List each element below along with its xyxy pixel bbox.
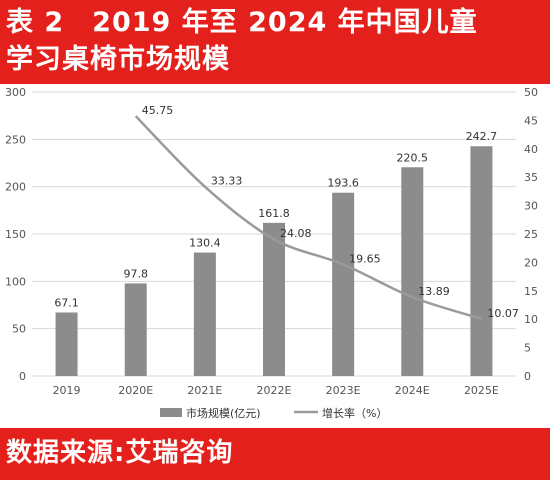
right-axis-ticks: 0 5 10 15 20 25 30 35 40 45 50 <box>524 86 538 383</box>
growth-rate-line <box>134 115 482 320</box>
growth-value-label: 45.75 <box>142 104 174 117</box>
x-tick-label: 2023E <box>326 384 361 397</box>
right-tick-label: 0 <box>524 370 531 383</box>
right-tick-label: 5 <box>524 342 531 355</box>
growth-value-label: 10.07 <box>487 307 519 320</box>
right-tick-label: 15 <box>524 285 538 298</box>
growth-value-label: 19.65 <box>349 252 381 265</box>
right-tick-label: 20 <box>524 256 538 269</box>
right-tick-label: 35 <box>524 171 538 184</box>
title-banner: 表 2 2019 年至 2024 年中国儿童 学习桌椅市场规模 <box>0 0 550 84</box>
growth-value-label: 33.33 <box>211 175 243 188</box>
left-tick-label: 300 <box>5 86 26 99</box>
legend-bar-swatch <box>160 408 182 417</box>
right-tick-label: 30 <box>524 200 538 213</box>
chart-area: 0 50 100 150 200 250 300 0 5 10 15 20 25 30 35 40 45 50 … <box>0 84 550 428</box>
bar-value-label: 193.6 <box>327 177 359 190</box>
growth-value-label: 13.89 <box>418 285 450 298</box>
growth-value-label: 24.08 <box>280 227 312 240</box>
x-axis-labels: 2019 2020E 2021E 2022E 2023E 2024E 2025E <box>53 384 499 397</box>
legend: 市场规模(亿元) 增长率（%） <box>160 406 387 420</box>
left-tick-label: 200 <box>5 181 26 194</box>
bar <box>332 192 355 376</box>
growth-value-labels: 45.75 33.33 24.08 19.65 13.89 10.07 <box>142 104 519 320</box>
bar <box>193 252 216 376</box>
source-banner: 数据来源:艾瑞咨询 <box>0 428 550 480</box>
x-tick-label: 2019 <box>53 384 81 397</box>
left-tick-label: 150 <box>5 228 26 241</box>
bar <box>55 312 78 376</box>
bars <box>55 146 493 376</box>
bar-value-label: 242.7 <box>466 130 498 143</box>
legend-line-label: 增长率（%） <box>322 406 387 420</box>
bar <box>470 146 493 376</box>
bar-value-labels: 67.1 97.8 130.4 161.8 193.6 220.5 242.7 <box>54 130 497 309</box>
title-line-2: 学习桌椅市场规模 <box>6 44 230 75</box>
right-tick-label: 50 <box>524 86 538 99</box>
right-tick-label: 10 <box>524 313 538 326</box>
left-axis-ticks: 0 50 100 150 200 250 300 <box>5 86 26 383</box>
right-tick-label: 45 <box>524 114 538 127</box>
bar-value-label: 67.1 <box>54 296 79 309</box>
growth-line <box>134 115 482 320</box>
bar <box>263 222 285 376</box>
x-tick-label: 2024E <box>395 384 430 397</box>
left-tick-label: 50 <box>12 323 26 336</box>
source-text: 数据来源:艾瑞咨询 <box>6 438 234 468</box>
right-tick-label: 40 <box>524 143 538 156</box>
x-tick-label: 2020E <box>118 384 153 397</box>
right-tick-label: 25 <box>524 228 538 241</box>
x-tick-label: 2021E <box>187 384 222 397</box>
left-tick-label: 250 <box>5 133 26 146</box>
bar <box>401 167 424 376</box>
legend-bar-label: 市场规模(亿元) <box>186 406 261 420</box>
bar-value-label: 161.8 <box>258 207 290 220</box>
x-tick-label: 2025E <box>464 384 499 397</box>
bar-value-label: 97.8 <box>123 267 148 280</box>
left-tick-label: 100 <box>5 275 26 288</box>
bar-value-label: 130.4 <box>189 237 221 250</box>
bar <box>124 283 147 376</box>
title-line-1: 表 2 2019 年至 2024 年中国儿童 <box>6 7 478 38</box>
left-tick-label: 0 <box>19 370 26 383</box>
x-tick-label: 2022E <box>257 384 292 397</box>
bar-value-label: 220.5 <box>397 151 429 164</box>
